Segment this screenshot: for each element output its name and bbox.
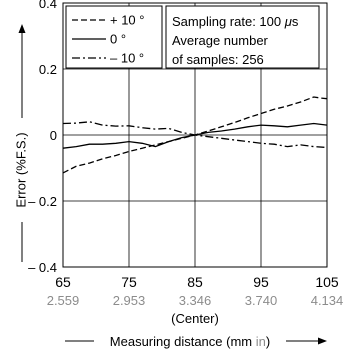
x-tick-label-mm: 85 xyxy=(187,274,203,290)
annotation-line-3: of samples: 256 xyxy=(172,52,264,67)
x-tick-label-in: 3.346 xyxy=(179,293,212,308)
annotation-unit-symbol: μ xyxy=(284,14,292,29)
x-axis-arrow-head xyxy=(318,337,327,345)
x-axis-label-close: ) xyxy=(266,334,270,349)
x-axis-label: Measuring distance (mm in) xyxy=(110,334,270,349)
y-axis-label: Error (%F.S.) xyxy=(13,132,28,207)
series-line-0 xyxy=(62,96,328,174)
x-tick-label-mm: 105 xyxy=(315,274,339,290)
series-line-2 xyxy=(62,121,328,149)
y-tick-labels: 0.4 0.2 0 – 0.2 – 0.4 xyxy=(28,0,57,275)
annotation-unit-letter: s xyxy=(292,14,299,29)
legend-box xyxy=(65,5,163,69)
x-tick-label-in: 2.953 xyxy=(113,293,146,308)
annotation-line-1-text: Sampling rate: 100 xyxy=(172,14,285,29)
x-tick-label-in: 4.134 xyxy=(311,293,344,308)
x-axis-label-unit: in xyxy=(256,334,266,349)
annotation-box xyxy=(165,5,320,69)
y-axis-arrow-head xyxy=(18,24,26,33)
x-tick-label-in: 2.559 xyxy=(47,293,80,308)
x-tick-labels: 65 2.559 75 2.953 85 3.346 95 3.740 105 4.134 xyxy=(47,274,344,308)
y-tick-label: 0 xyxy=(50,128,57,143)
x-tick-label-in: 3.740 xyxy=(245,293,278,308)
x-tick-label-mm: 95 xyxy=(253,274,269,290)
annotation-line-2: Average number xyxy=(172,33,269,48)
x-tick-label-mm: 75 xyxy=(121,274,137,290)
annotation-line-1: Sampling rate: 100 μs xyxy=(172,14,299,29)
y-tick-label: 0.2 xyxy=(39,62,57,77)
series-group xyxy=(62,96,328,174)
y-tick-label: – 0.2 xyxy=(28,194,57,209)
center-label: (Center) xyxy=(171,311,219,326)
legend-label-2: – 10 ° xyxy=(110,51,144,66)
legend: + 10 ° 0 ° – 10 ° xyxy=(72,13,144,66)
legend-label-0: + 10 ° xyxy=(110,13,144,28)
x-tick-label-mm: 65 xyxy=(55,274,71,290)
legend-label-1: 0 ° xyxy=(110,32,126,47)
y-tick-label: 0.4 xyxy=(39,0,57,11)
x-axis-label-main: Measuring distance (mm xyxy=(110,334,252,349)
y-tick-label: – 0.4 xyxy=(28,260,57,275)
